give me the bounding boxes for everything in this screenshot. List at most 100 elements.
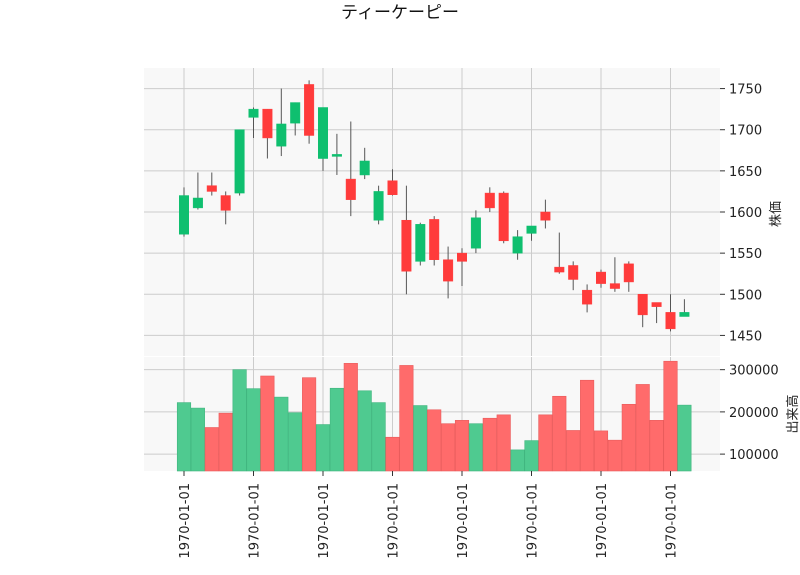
candle-body (290, 102, 301, 124)
volume-bar (566, 430, 581, 472)
volume-bar (413, 405, 428, 472)
x-axis: 1970-01-01 1970-01-01 1970-01-01 1970-01-01… (178, 471, 680, 559)
volume-bar (441, 423, 456, 472)
price-tick-label: 1450 (729, 329, 762, 344)
volume-bar (204, 427, 219, 472)
x-tick-label: 1970-01-01 (178, 483, 193, 559)
candle-body (401, 219, 412, 272)
volume-bar (218, 412, 233, 472)
candle-body (234, 129, 245, 194)
x-tick-label: 1970-01-01 (248, 483, 263, 559)
volume-bar (663, 360, 678, 472)
volume-bar (621, 403, 636, 472)
candle-body (192, 197, 203, 209)
x-tick-label: 1970-01-01 (526, 483, 541, 559)
volume-tick-label: 300000 (729, 364, 779, 379)
candle-body (276, 123, 287, 147)
volume-bar (510, 449, 525, 472)
volume-bar (552, 395, 567, 472)
x-tick-label: 1970-01-01 (665, 483, 680, 559)
price-tick-label: 1550 (729, 247, 762, 262)
volume-bar (538, 414, 553, 472)
candle-body (540, 211, 551, 221)
candle-body (304, 84, 315, 136)
candle-body (470, 217, 481, 249)
volume-bar (468, 423, 483, 472)
volume-bar (371, 402, 386, 472)
candle-body (609, 283, 620, 289)
candle-body (637, 294, 648, 316)
volume-bar (288, 412, 303, 472)
volume-bar (524, 440, 539, 472)
candle-body (651, 302, 662, 307)
candle-body (665, 312, 676, 330)
candle-body (359, 160, 370, 176)
candle-body (484, 192, 495, 209)
volume-tick-label: 100000 (729, 448, 779, 463)
candle-body (679, 312, 690, 317)
volume-bar (357, 390, 372, 472)
candle-body (206, 185, 217, 192)
volume-bar (176, 402, 192, 472)
candle-body (568, 265, 579, 280)
candle-body (373, 191, 384, 221)
candle-body (582, 289, 593, 305)
chart-title: ティーケーピー (341, 3, 459, 23)
volume-bar (232, 369, 247, 472)
x-tick-label: 1970-01-01 (456, 483, 471, 559)
volume-bar (246, 388, 261, 472)
price-tick-label: 1750 (729, 83, 762, 98)
volume-bar (482, 417, 497, 472)
volume-bar (580, 379, 595, 472)
volume-bar (427, 409, 442, 472)
candle-body (262, 108, 273, 139)
volume-bar (607, 439, 622, 472)
candle-body (179, 195, 189, 235)
volume-bar (274, 396, 289, 472)
volume-bar (496, 414, 511, 472)
volume-bar (302, 377, 317, 472)
candle-body (345, 178, 356, 200)
candle-body (457, 252, 467, 262)
volume-bar (260, 375, 275, 472)
volume-bar (593, 430, 609, 472)
candle-body (443, 259, 454, 282)
candle-body (429, 219, 440, 260)
x-tick-label: 1970-01-01 (317, 483, 332, 559)
candle-body (498, 192, 509, 242)
candle-body (596, 271, 606, 284)
price-tick-label: 1500 (729, 288, 762, 303)
price-tick-label: 1600 (729, 206, 762, 221)
x-tick-label: 1970-01-01 (595, 483, 610, 559)
price-axis: 1450 1500 1550 1600 1650 1700 1750 (720, 83, 762, 344)
volume-bar (385, 436, 400, 472)
volume-tick-label: 200000 (729, 406, 779, 421)
x-tick-label: 1970-01-01 (387, 483, 402, 559)
volume-bar (635, 384, 650, 472)
volume-bar (315, 424, 331, 472)
candle-body (318, 107, 328, 159)
candle-body (220, 195, 231, 211)
candle-body (623, 263, 634, 283)
volume-axis: 100000 200000 300000 (720, 364, 779, 463)
volume-bar (329, 387, 344, 472)
volume-bar (343, 363, 358, 472)
volume-bars (176, 360, 692, 472)
price-tick-label: 1650 (729, 165, 762, 180)
candle-body (248, 108, 259, 118)
candle-body (415, 224, 426, 262)
volume-bar (190, 407, 205, 472)
volume-bar (649, 420, 664, 472)
price-tick-label: 1700 (729, 124, 762, 139)
price-candles (179, 80, 690, 332)
volume-bar (454, 420, 470, 472)
candle-body (331, 154, 342, 157)
price-axis-label: 株価 (769, 201, 784, 227)
candle-body (554, 266, 565, 273)
candle-body (387, 180, 398, 195)
volume-axis-label: 出来高 (785, 394, 800, 433)
candle-body (526, 225, 537, 234)
volume-bar (677, 404, 692, 472)
volume-bar (399, 365, 414, 472)
